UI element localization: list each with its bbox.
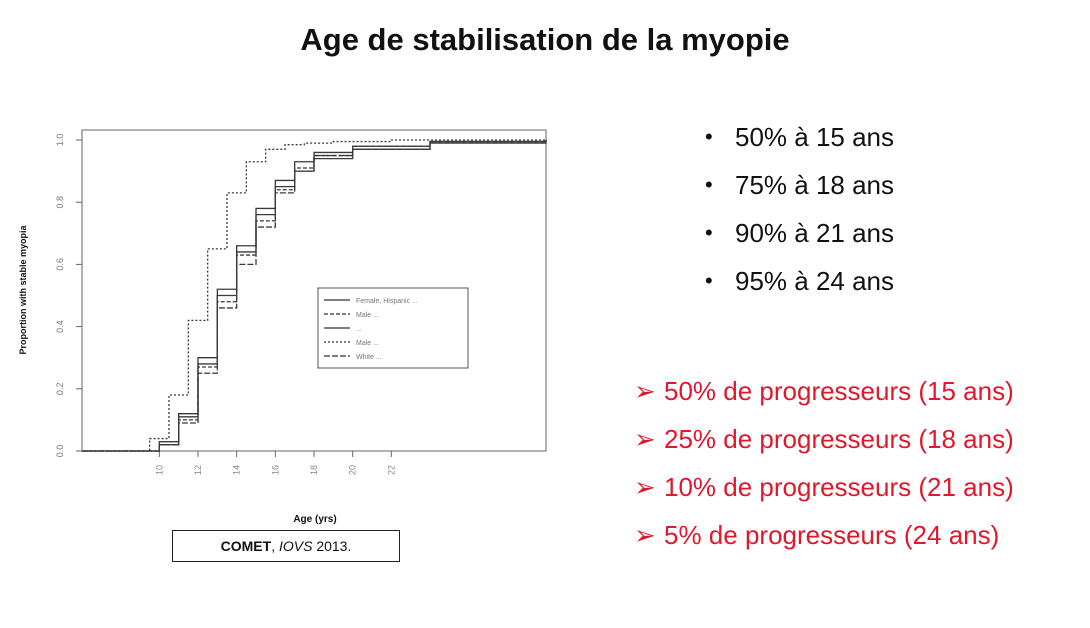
stability-bullets: • 50% à 15 ans • 75% à 18 ans • 90% à 21 an… — [705, 113, 894, 305]
legend-label: Male ... — [356, 312, 379, 319]
x-tick-label: 12 — [193, 465, 203, 475]
bullet-dot-icon: • — [705, 268, 713, 293]
x-tick-label: 20 — [348, 465, 358, 475]
chart-area: 0.0 0.2 0.4 0.6 0.8 1.0 10 12 14 16 18 20 22 Age (yrs… — [0, 110, 560, 540]
legend-label: White ... — [356, 354, 382, 361]
page-title: Age de stabilisation de la myopie — [300, 22, 790, 57]
progressor-text: 25% de progresseurs (18 ans) — [664, 424, 1014, 454]
bullet-item: • 90% à 21 ans — [705, 209, 894, 257]
series-line — [82, 139, 546, 452]
progressor-item: ➢ 50% de progresseurs (15 ans) — [634, 367, 1014, 415]
y-tick-label: 1.0 — [55, 134, 65, 147]
progressor-item: ➢ 5% de progresseurs (24 ans) — [634, 511, 1014, 559]
citation-box: COMET , IOVS 2013. — [172, 530, 400, 562]
bullet-text: 95% à 24 ans — [735, 266, 895, 296]
arrow-right-icon: ➢ — [634, 520, 656, 550]
progressor-text: 10% de progresseurs (21 ans) — [664, 472, 1014, 502]
progressor-text: 50% de progresseurs (15 ans) — [664, 376, 1014, 406]
y-tick-label: 0.2 — [55, 383, 65, 396]
bullet-item: • 95% à 24 ans — [705, 257, 894, 305]
x-axis-label: Age (yrs) — [293, 514, 336, 525]
series-line — [82, 140, 547, 452]
plot-frame — [81, 129, 547, 452]
citation-study: COMET — [220, 538, 272, 554]
series-line — [82, 140, 547, 452]
bullet-text: 90% à 21 ans — [735, 218, 895, 248]
y-tick-label: 0.0 — [55, 445, 65, 458]
bullet-dot-icon: • — [705, 220, 713, 245]
legend-label: Male ... — [356, 340, 379, 347]
myopia-chart: 0.0 0.2 0.4 0.6 0.8 1.0 10 12 14 16 18 20 22 Age (yrs… — [18, 129, 547, 525]
bullet-item: • 75% à 18 ans — [705, 161, 894, 209]
x-tick-label: 18 — [309, 465, 319, 475]
y-tick-label: 0.8 — [55, 196, 65, 209]
bullet-text: 75% à 18 ans — [735, 170, 895, 200]
arrow-right-icon: ➢ — [634, 472, 656, 502]
series-line — [82, 140, 547, 452]
progressor-list: ➢ 50% de progresseurs (15 ans) ➢ 25% de pr… — [634, 367, 1014, 559]
y-tick-label: 0.4 — [55, 320, 65, 333]
legend-label: Female, Hispanic ... — [356, 298, 418, 305]
arrow-right-icon: ➢ — [634, 376, 656, 406]
bullet-dot-icon: • — [705, 172, 713, 197]
citation-year: 2013. — [312, 538, 352, 554]
y-tick-label: 0.6 — [55, 258, 65, 271]
legend-label: ... — [356, 326, 362, 333]
citation-sep: , — [271, 538, 279, 554]
bullet-dot-icon: • — [705, 124, 713, 149]
y-axis-label: Proportion with stable myopia — [18, 225, 28, 355]
x-tick-label: 16 — [270, 465, 280, 475]
progressor-item: ➢ 10% de progresseurs (21 ans) — [634, 463, 1014, 511]
progressor-text: 5% de progresseurs (24 ans) — [664, 520, 1000, 550]
progressor-item: ➢ 25% de progresseurs (18 ans) — [634, 415, 1014, 463]
arrow-right-icon: ➢ — [634, 424, 656, 454]
x-tick-label: 14 — [232, 465, 242, 475]
x-tick-label: 22 — [386, 465, 396, 475]
bullet-text: 50% à 15 ans — [735, 122, 895, 152]
x-tick-label: 10 — [154, 465, 164, 475]
citation-journal: IOVS — [278, 538, 313, 554]
series-line — [82, 140, 547, 452]
bullet-item: • 50% à 15 ans — [705, 113, 894, 161]
